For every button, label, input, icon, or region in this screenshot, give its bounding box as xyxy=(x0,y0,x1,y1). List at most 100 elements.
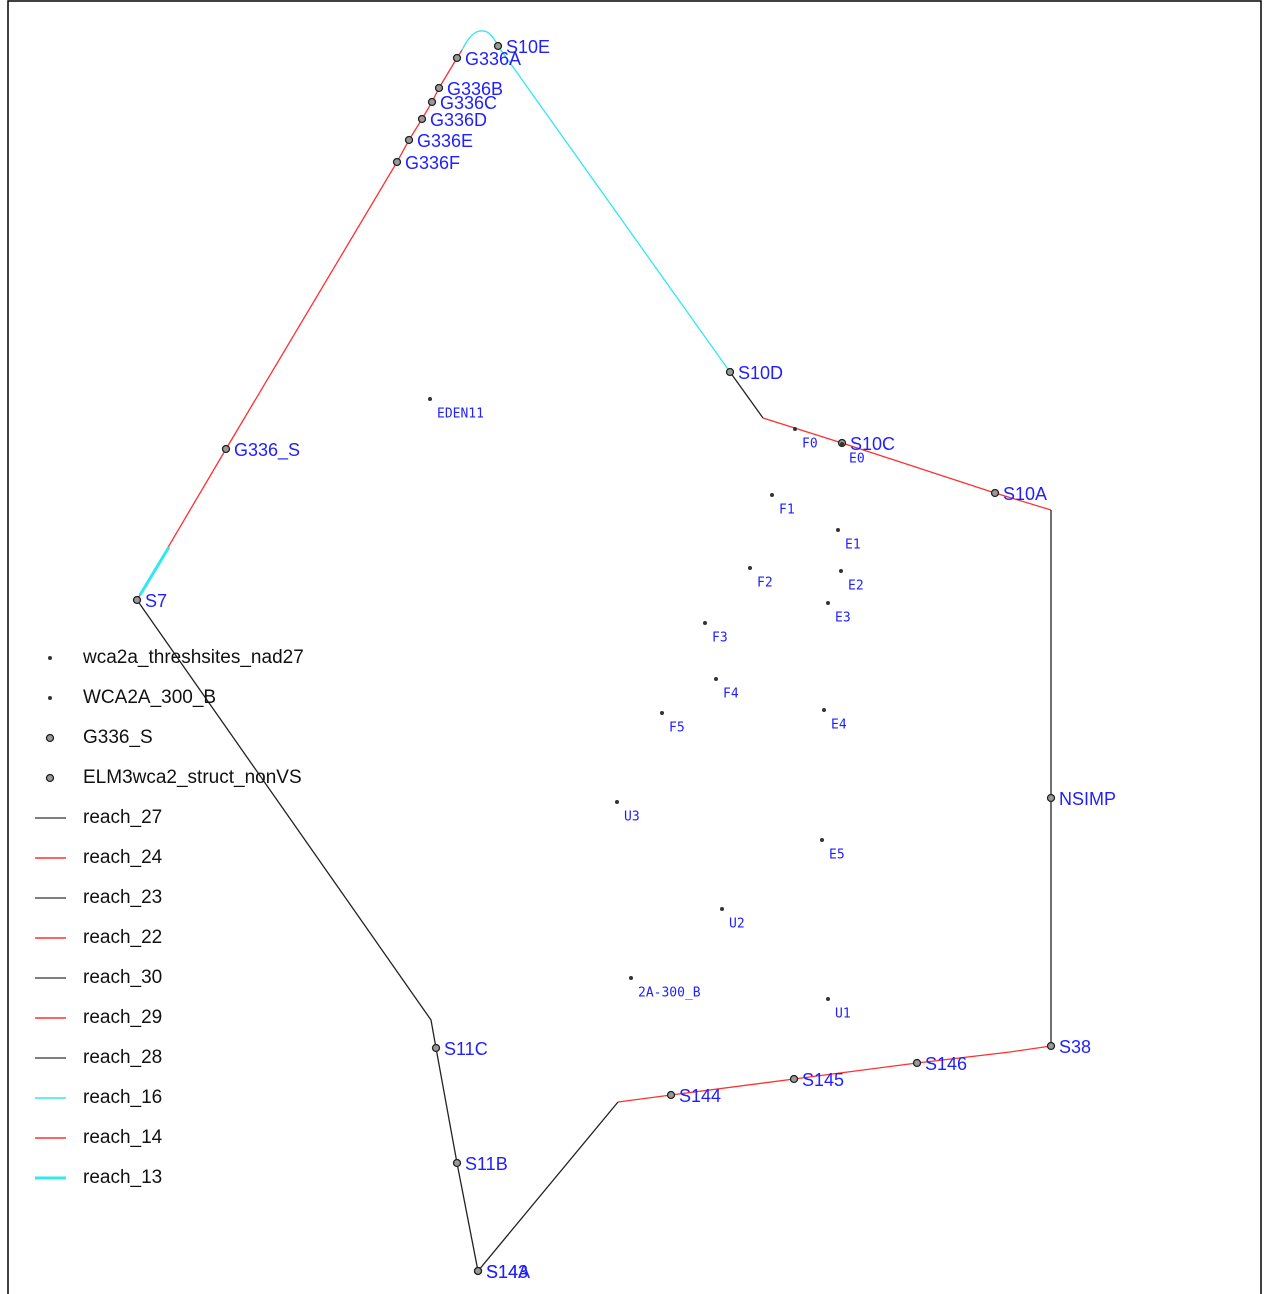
legend-label: reach_22 xyxy=(83,927,162,948)
site-point xyxy=(703,621,707,625)
structure-label: S145 xyxy=(802,1070,844,1090)
legend-label: G336_S xyxy=(83,727,153,748)
structure-point xyxy=(725,367,735,377)
structure-point xyxy=(990,488,1000,498)
site-label: E5 xyxy=(829,848,845,863)
structure-label: S14A xyxy=(486,1262,530,1282)
legend-label: reach_24 xyxy=(83,847,163,868)
structure-label: NSIMP xyxy=(1059,789,1116,809)
structure-point xyxy=(452,53,462,63)
legend-label: ELM3wca2_struct_nonVS xyxy=(83,767,302,788)
reach-line xyxy=(762,417,1052,511)
structure-point xyxy=(132,595,142,605)
site-label: 2A-300_B xyxy=(638,986,701,1001)
structure-label: G336A xyxy=(465,49,521,69)
structure-point xyxy=(912,1058,922,1068)
structure-label: S146 xyxy=(925,1054,967,1074)
site-label: F1 xyxy=(779,503,795,518)
structure-label: S10D xyxy=(738,363,783,383)
legend-label: reach_14 xyxy=(83,1127,163,1148)
legend-symbol xyxy=(45,733,55,743)
site-point xyxy=(840,442,844,446)
site-label: F3 xyxy=(712,631,728,646)
structure-label: S143 xyxy=(486,1262,528,1282)
structure-point xyxy=(434,83,444,93)
site-label: U1 xyxy=(835,1007,851,1022)
structure-point xyxy=(1046,793,1056,803)
site-point xyxy=(826,601,830,605)
legend-symbol xyxy=(45,773,55,783)
site-point xyxy=(839,569,843,573)
site-label: E0 xyxy=(849,452,865,467)
reach-line xyxy=(136,599,619,1273)
site-label: F2 xyxy=(757,576,773,591)
legend-label: reach_29 xyxy=(83,1007,162,1028)
structure-point xyxy=(789,1074,799,1084)
site-label: EDEN11 xyxy=(437,407,484,422)
structure-label: S11C xyxy=(444,1039,488,1059)
site-label: E4 xyxy=(831,718,847,733)
site-point xyxy=(428,397,432,401)
site-point xyxy=(629,976,633,980)
site-point xyxy=(822,708,826,712)
site-label: E1 xyxy=(845,538,861,553)
reach-line xyxy=(138,546,171,596)
structure-point xyxy=(417,114,427,124)
site-point xyxy=(660,711,664,715)
structure-point xyxy=(404,135,414,145)
site-label: E2 xyxy=(848,579,864,594)
legend-label: reach_28 xyxy=(83,1047,162,1068)
structure-label: S7 xyxy=(145,591,167,611)
site-label: E3 xyxy=(835,611,851,626)
site-point xyxy=(793,427,797,431)
site-point xyxy=(820,838,824,842)
legend-label: reach_27 xyxy=(83,807,162,828)
legend-label: reach_13 xyxy=(83,1167,162,1188)
structure-point xyxy=(392,157,402,167)
structure-point xyxy=(431,1043,441,1053)
structure-point xyxy=(1046,1041,1056,1051)
structure-label: G336D xyxy=(430,110,487,130)
site-point xyxy=(720,907,724,911)
site-label: U3 xyxy=(624,810,640,825)
structure-label: G336_S xyxy=(234,440,300,461)
legend-label: reach_16 xyxy=(83,1087,162,1108)
structure-label: S10C xyxy=(850,434,895,454)
site-point xyxy=(836,528,840,532)
structure-label: S10E xyxy=(506,37,550,57)
structure-label: S144 xyxy=(679,1086,721,1106)
structure-label: S38 xyxy=(1059,1037,1091,1057)
structure-point xyxy=(221,444,231,454)
map-frame xyxy=(7,0,1262,1294)
legend-symbol xyxy=(48,656,52,660)
legend-symbol xyxy=(48,696,52,700)
site-point xyxy=(714,677,718,681)
site-label: F4 xyxy=(723,687,739,702)
site-label: F0 xyxy=(802,437,818,452)
structure-point xyxy=(452,1158,462,1168)
structure-point xyxy=(473,1266,483,1276)
reach-line xyxy=(617,1045,1052,1103)
structure-label: G336B xyxy=(447,79,503,99)
structure-point xyxy=(427,97,437,107)
structure-label: G336F xyxy=(405,153,460,173)
structure-label: S10A xyxy=(1003,484,1047,504)
structure-label: S11B xyxy=(465,1154,508,1174)
site-point xyxy=(615,800,619,804)
structure-label: G336E xyxy=(417,131,473,151)
site-label: U2 xyxy=(729,917,745,932)
legend-label: WCA2A_300_B xyxy=(83,687,216,708)
legend-label: reach_30 xyxy=(83,967,162,988)
structure-label: G336C xyxy=(440,93,497,113)
reach-line xyxy=(729,371,764,419)
legend-label: wca2a_threshsites_nad27 xyxy=(82,647,304,668)
structure-point xyxy=(666,1090,676,1100)
site-point xyxy=(748,566,752,570)
legend-label: reach_23 xyxy=(83,887,162,908)
site-label: F5 xyxy=(669,721,685,736)
structure-point xyxy=(493,41,503,51)
site-point xyxy=(770,493,774,497)
site-point xyxy=(826,997,830,1001)
